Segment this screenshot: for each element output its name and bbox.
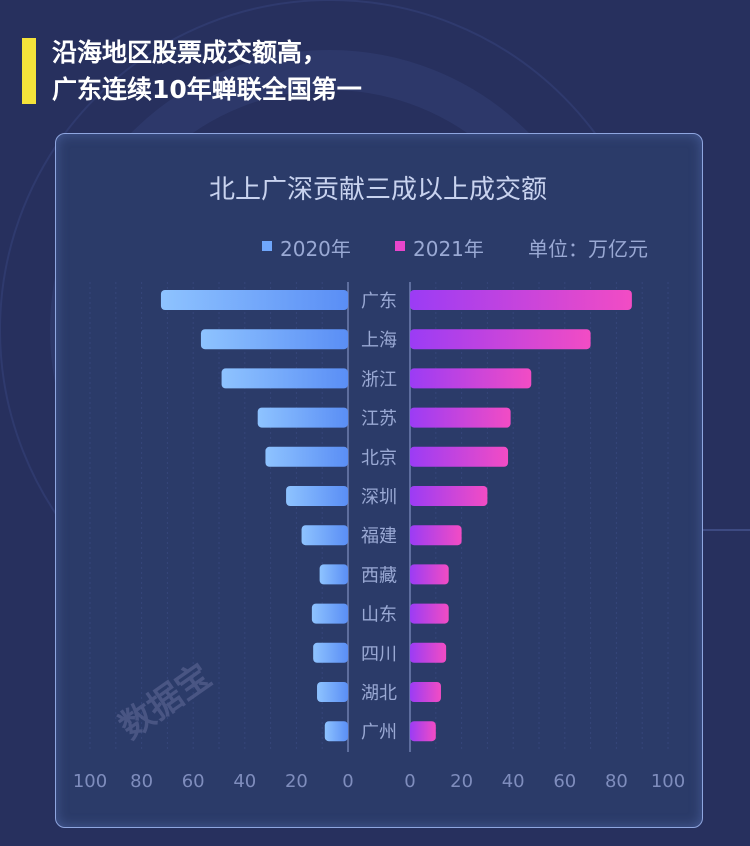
bar-2020 [160,290,348,310]
bar-2021 [410,603,449,624]
legend-swatch-2021 [395,241,405,251]
bar-2020 [286,486,348,506]
bar-2021 [410,682,441,702]
legend-label-2020: 2020年 [280,237,351,261]
category-label: 上海 [361,330,397,351]
x-tick-right: 0 [404,771,415,792]
bar-2020 [319,564,348,585]
category-label: 山东 [361,605,397,626]
x-tick-right: 40 [502,771,525,792]
category-label: 福建 [361,526,397,547]
bar-2021 [410,721,436,742]
category-label: 广东 [361,291,397,312]
category-label: 西藏 [361,565,397,586]
x-tick-right: 20 [450,771,473,792]
headline-line-1: 沿海地区股票成交额高， [52,38,328,67]
bar-2020 [200,329,348,350]
bar-2021 [410,446,509,467]
bar-2020 [313,642,348,663]
watermark: 数据宝 [112,656,218,747]
bar-2021 [410,290,632,310]
x-tick-right: 100 [651,771,685,792]
bar-2020 [257,407,348,428]
category-label: 广州 [361,722,397,743]
headline: 沿海地区股票成交额高， 广东连续10年蝉联全国第一 [52,34,362,108]
category-label: 浙江 [361,369,397,390]
headline-accent-bar [22,38,36,104]
bar-2020 [311,603,348,624]
headline-line-2: 广东连续10年蝉联全国第一 [52,75,362,104]
category-label: 北京 [361,448,397,469]
category-label: 深圳 [361,487,397,508]
category-label: 江苏 [361,409,397,430]
x-tick-right: 80 [605,771,628,792]
bar-2020 [301,525,348,546]
bar-2021 [410,407,511,428]
bar-2021 [410,486,488,506]
x-tick-left: 60 [182,771,205,792]
bar-2020 [324,721,348,742]
bar-2021 [410,525,462,546]
bar-2020 [221,368,348,389]
legend-swatch-2020 [262,241,272,251]
x-tick-left: 0 [342,771,353,792]
unit-label: 单位：万亿元 [528,237,648,261]
x-tick-left: 40 [233,771,256,792]
x-tick-left: 80 [130,771,153,792]
chart-title: 北上广深贡献三成以上成交额 [209,175,547,205]
bar-2020 [317,682,348,702]
legend-label-2021: 2021年 [413,237,484,261]
bar-2021 [410,329,591,350]
category-label: 四川 [361,644,397,665]
category-label: 湖北 [361,683,397,704]
gridlines [89,282,669,752]
x-tick-left: 20 [285,771,308,792]
bar-2021 [410,368,532,389]
bar-2021 [410,564,449,585]
chart-panel [55,133,703,828]
bar-2021 [410,642,447,663]
legend: 2020年 2021年 单位：万亿元 [262,237,648,261]
x-tick-right: 60 [553,771,576,792]
x-tick-left: 100 [73,771,107,792]
bar-2020 [265,446,348,467]
